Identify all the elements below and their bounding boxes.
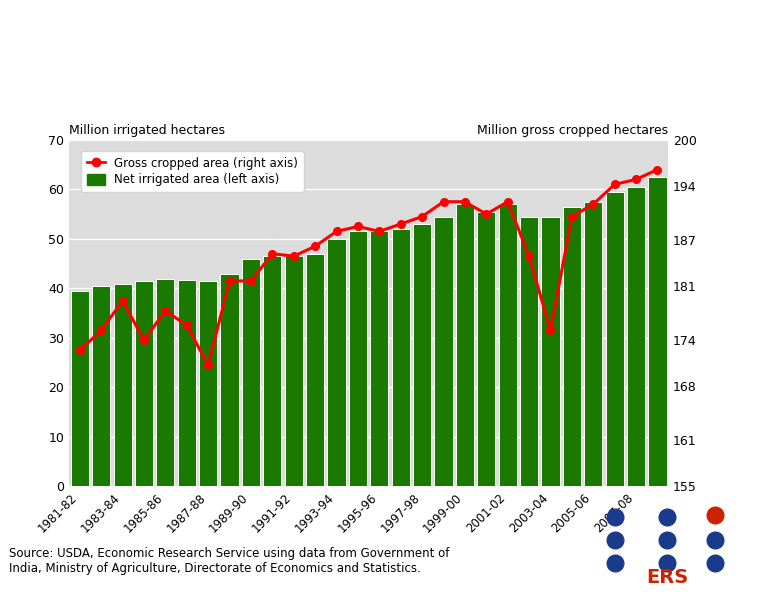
Bar	[520, 216, 538, 486]
Text: Million irrigated hectares: Million irrigated hectares	[69, 124, 225, 137]
Bar	[157, 280, 174, 486]
Text: Gross cropped area and net irrigated area in India: Gross cropped area and net irrigated are…	[9, 24, 518, 43]
Bar	[392, 229, 410, 486]
Text: Million gross cropped hectares: Million gross cropped hectares	[477, 124, 668, 137]
Text: ERS: ERS	[646, 568, 688, 587]
Bar	[370, 232, 389, 486]
Bar	[220, 274, 239, 486]
Bar	[327, 239, 346, 486]
Bar	[177, 280, 196, 486]
Bar	[285, 256, 303, 486]
Legend: Gross cropped area (right axis), Net irrigated area (left axis): Gross cropped area (right axis), Net irr…	[81, 151, 304, 192]
Bar	[435, 216, 452, 486]
Bar	[413, 224, 431, 486]
Bar	[456, 204, 474, 486]
Bar	[563, 207, 581, 486]
Bar	[541, 216, 560, 486]
Text: Source: USDA, Economic Research Service using data from Government of
India, Min: Source: USDA, Economic Research Service …	[9, 547, 449, 575]
Bar	[306, 254, 324, 486]
Bar	[263, 256, 281, 486]
Bar	[498, 204, 517, 486]
Bar	[627, 187, 645, 486]
Bar	[349, 232, 367, 486]
Bar	[71, 291, 89, 486]
Bar	[135, 281, 153, 486]
Bar	[648, 177, 667, 486]
Bar	[199, 281, 217, 486]
Bar	[92, 286, 111, 486]
Bar	[242, 258, 260, 486]
Bar	[606, 192, 624, 486]
Bar	[477, 212, 495, 486]
Bar	[114, 285, 131, 486]
Bar	[584, 202, 602, 486]
